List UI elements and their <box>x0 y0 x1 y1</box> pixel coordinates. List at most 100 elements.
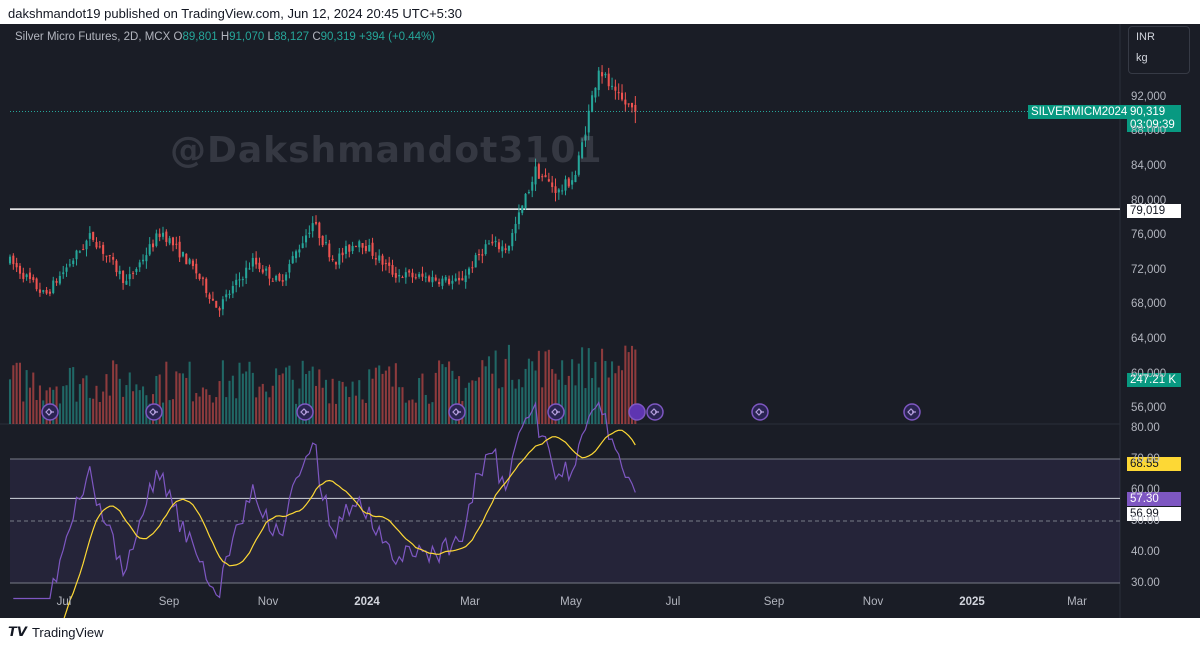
candle-body <box>132 272 135 274</box>
candle-body <box>391 265 394 275</box>
volume-bar <box>581 347 584 424</box>
volume-bar <box>324 379 328 424</box>
candle-body <box>145 255 148 262</box>
candle-body <box>467 268 471 275</box>
candle-body <box>28 272 31 279</box>
volume-bar <box>418 378 421 424</box>
candle-body <box>218 308 221 311</box>
volume-bar <box>105 374 108 424</box>
candle-body <box>451 280 454 284</box>
candle-body <box>497 242 500 250</box>
candle-body <box>634 104 637 112</box>
candle-body <box>557 189 560 193</box>
volume-bar <box>384 370 387 424</box>
volume-bar <box>311 366 314 424</box>
low-value: 88,127 <box>273 31 310 43</box>
volume-bar <box>85 375 88 424</box>
candle-body <box>268 266 271 279</box>
volume-bar <box>218 381 221 424</box>
volume-bar <box>371 378 374 424</box>
volume-bar <box>62 386 65 424</box>
candle-body <box>251 257 254 267</box>
candle-body <box>75 250 78 260</box>
time-axis-label: May <box>560 596 582 608</box>
volume-bar <box>295 403 298 424</box>
candle-body <box>241 279 244 281</box>
candle-body <box>621 92 624 100</box>
volume-bar <box>28 387 31 424</box>
candle-body <box>351 246 354 252</box>
candle-body <box>358 241 361 248</box>
price-axis-label: 92,000 <box>1131 91 1167 103</box>
volume-bar <box>527 358 530 424</box>
volume-bar <box>35 400 38 424</box>
volume-bar <box>245 371 248 424</box>
rsi-axis-label: 60.00 <box>1131 484 1160 496</box>
candle-body <box>414 277 417 279</box>
symbol-name: Silver Micro Futures, 2D, MCX <box>15 31 171 43</box>
unit-selector[interactable] <box>1128 26 1190 74</box>
volume-bar <box>448 361 451 424</box>
candle-body <box>285 274 288 281</box>
volume-bar <box>467 382 471 424</box>
candle-body <box>191 260 194 267</box>
volume-bar <box>108 395 111 424</box>
volume-bar <box>268 397 271 424</box>
volume-bar <box>198 396 201 424</box>
volume-bar <box>481 360 484 424</box>
candle-body <box>394 273 397 278</box>
candle-body <box>95 241 98 248</box>
candle-body <box>521 205 524 213</box>
candle-body <box>125 280 128 285</box>
candle-body <box>321 235 324 246</box>
candle-body <box>547 179 550 182</box>
volume-bar <box>408 400 411 424</box>
candle-body <box>295 251 298 259</box>
candle-body <box>22 272 25 279</box>
volume-bar <box>607 377 610 424</box>
volume-bar <box>8 379 12 424</box>
volume-bar <box>305 374 308 424</box>
candle-body <box>431 277 434 283</box>
candle-body <box>115 260 118 273</box>
volume-bar <box>314 385 318 424</box>
volume-tag: 247.21 K <box>1127 373 1181 387</box>
candle-body <box>181 251 184 257</box>
close-value: 90,319 <box>320 31 356 43</box>
volume-bar <box>65 385 68 424</box>
volume-bar <box>368 369 371 424</box>
volume-bar <box>364 402 367 424</box>
candle-body <box>494 240 497 243</box>
candle-body <box>308 232 311 234</box>
candle-body <box>105 255 108 257</box>
chart-canvas[interactable] <box>0 24 1200 618</box>
rsi-ma-line <box>63 429 636 618</box>
candle-body <box>65 267 68 272</box>
candle-body <box>587 110 590 133</box>
volume-bar <box>611 361 614 424</box>
candle-body <box>311 223 314 232</box>
footer-brand[interactable]: 𝙏𝙑 TradingView <box>8 624 103 640</box>
volume-bar <box>171 399 175 424</box>
volume-bar <box>241 373 244 424</box>
volume-bar <box>291 379 294 424</box>
last-price-tag: 90,319 <box>1127 105 1181 119</box>
volume-bar <box>288 365 291 424</box>
countdown-tag: 03:09:39 <box>1127 118 1181 132</box>
currency-unit[interactable]: INR <box>1136 31 1155 43</box>
candle-body <box>630 102 634 108</box>
candle-body <box>32 277 35 281</box>
candle-body <box>481 254 484 256</box>
volume-bar <box>92 398 95 424</box>
low-label: L <box>267 31 274 43</box>
volume-bar <box>201 387 204 424</box>
candle-body <box>591 95 594 113</box>
volume-bar <box>185 377 188 424</box>
volume-bar <box>248 361 251 424</box>
chart-legend: Silver Micro Futures, 2D, MCX O89,801 H9… <box>15 31 435 43</box>
candle-body <box>102 244 105 254</box>
quantity-unit[interactable]: kg <box>1136 52 1148 64</box>
candle-body <box>444 277 447 281</box>
candle-body <box>338 253 341 265</box>
candle-body <box>128 274 131 280</box>
